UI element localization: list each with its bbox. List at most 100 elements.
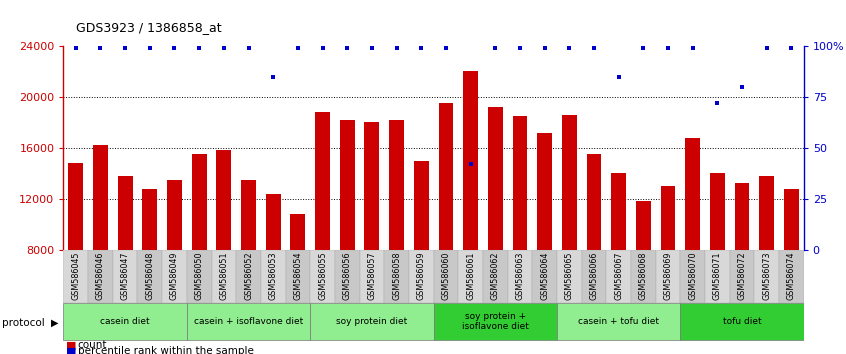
Text: GSM586048: GSM586048 — [146, 251, 154, 299]
Bar — [680, 303, 804, 340]
Bar — [409, 250, 433, 303]
Bar — [729, 250, 755, 303]
Bar — [557, 303, 680, 340]
Bar — [433, 303, 557, 340]
Bar — [488, 107, 503, 351]
Bar — [266, 194, 281, 351]
Bar — [142, 188, 157, 351]
Bar — [162, 250, 187, 303]
Bar — [581, 250, 607, 303]
Bar — [113, 250, 137, 303]
Text: GSM586071: GSM586071 — [713, 251, 722, 300]
Text: GSM586060: GSM586060 — [442, 251, 450, 299]
Text: soy protein diet: soy protein diet — [336, 317, 408, 326]
Bar — [63, 303, 187, 340]
Text: casein + tofu diet: casein + tofu diet — [578, 317, 659, 326]
Text: protocol: protocol — [2, 318, 45, 328]
Text: ■: ■ — [66, 346, 76, 354]
Bar — [187, 250, 212, 303]
Text: GSM586069: GSM586069 — [663, 251, 673, 300]
Bar — [285, 250, 310, 303]
Text: GSM586054: GSM586054 — [294, 251, 302, 300]
Text: soy protein +
isoflavone diet: soy protein + isoflavone diet — [462, 312, 529, 331]
Bar — [88, 250, 113, 303]
Bar — [438, 103, 453, 351]
Bar — [365, 122, 379, 351]
Text: count: count — [78, 340, 107, 350]
Bar — [340, 120, 354, 351]
Text: GSM586065: GSM586065 — [565, 251, 574, 300]
Bar — [636, 201, 651, 351]
Text: GSM586049: GSM586049 — [170, 251, 179, 300]
Bar — [705, 250, 729, 303]
Bar — [69, 163, 83, 351]
Text: GSM586072: GSM586072 — [738, 251, 746, 300]
Bar — [586, 154, 602, 351]
Bar — [680, 250, 705, 303]
Text: casein diet: casein diet — [101, 317, 150, 326]
Text: ▶: ▶ — [51, 318, 58, 328]
Bar — [557, 250, 581, 303]
Text: GSM586051: GSM586051 — [219, 251, 228, 300]
Text: GSM586073: GSM586073 — [762, 251, 772, 300]
Bar — [310, 303, 433, 340]
Bar — [734, 183, 750, 351]
Bar — [360, 250, 384, 303]
Text: GSM586059: GSM586059 — [417, 251, 426, 300]
Bar — [656, 250, 680, 303]
Bar — [290, 214, 305, 351]
Text: GSM586055: GSM586055 — [318, 251, 327, 300]
Bar — [537, 132, 552, 351]
Bar — [63, 250, 88, 303]
Bar — [433, 250, 459, 303]
Bar — [483, 250, 508, 303]
Text: percentile rank within the sample: percentile rank within the sample — [78, 346, 254, 354]
Text: GSM586052: GSM586052 — [244, 251, 253, 300]
Text: GSM586045: GSM586045 — [71, 251, 80, 300]
Bar — [389, 120, 404, 351]
Bar — [779, 250, 804, 303]
Text: GSM586067: GSM586067 — [614, 251, 624, 300]
Bar — [710, 173, 725, 351]
Text: casein + isoflavone diet: casein + isoflavone diet — [194, 317, 303, 326]
Bar — [118, 176, 133, 351]
Bar — [661, 186, 675, 351]
Bar — [759, 176, 774, 351]
Text: GSM586056: GSM586056 — [343, 251, 352, 300]
Bar — [261, 250, 285, 303]
Bar — [236, 250, 261, 303]
Bar — [335, 250, 360, 303]
Text: GSM586057: GSM586057 — [367, 251, 376, 300]
Bar — [631, 250, 656, 303]
Bar — [513, 116, 527, 351]
Bar — [167, 179, 182, 351]
Text: GSM586062: GSM586062 — [491, 251, 500, 300]
Bar — [784, 188, 799, 351]
Text: GDS3923 / 1386858_at: GDS3923 / 1386858_at — [76, 21, 222, 34]
Bar — [192, 154, 206, 351]
Bar — [755, 250, 779, 303]
Bar — [463, 72, 478, 351]
Bar — [212, 250, 236, 303]
Bar — [459, 250, 483, 303]
Text: GSM586061: GSM586061 — [466, 251, 475, 299]
Text: GSM586063: GSM586063 — [515, 251, 525, 299]
Bar — [562, 115, 577, 351]
Bar — [93, 145, 107, 351]
Bar — [137, 250, 162, 303]
Bar — [384, 250, 409, 303]
Text: GSM586058: GSM586058 — [392, 251, 401, 300]
Bar — [414, 160, 429, 351]
Text: GSM586066: GSM586066 — [590, 251, 598, 299]
Text: GSM586074: GSM586074 — [787, 251, 796, 300]
Text: GSM586070: GSM586070 — [688, 251, 697, 300]
Bar — [685, 138, 700, 351]
Bar — [315, 112, 330, 351]
Bar — [607, 250, 631, 303]
Text: GSM586068: GSM586068 — [639, 251, 648, 299]
Bar — [241, 179, 255, 351]
Bar — [611, 173, 626, 351]
Bar — [217, 150, 231, 351]
Bar — [187, 303, 310, 340]
Text: tofu diet: tofu diet — [722, 317, 761, 326]
